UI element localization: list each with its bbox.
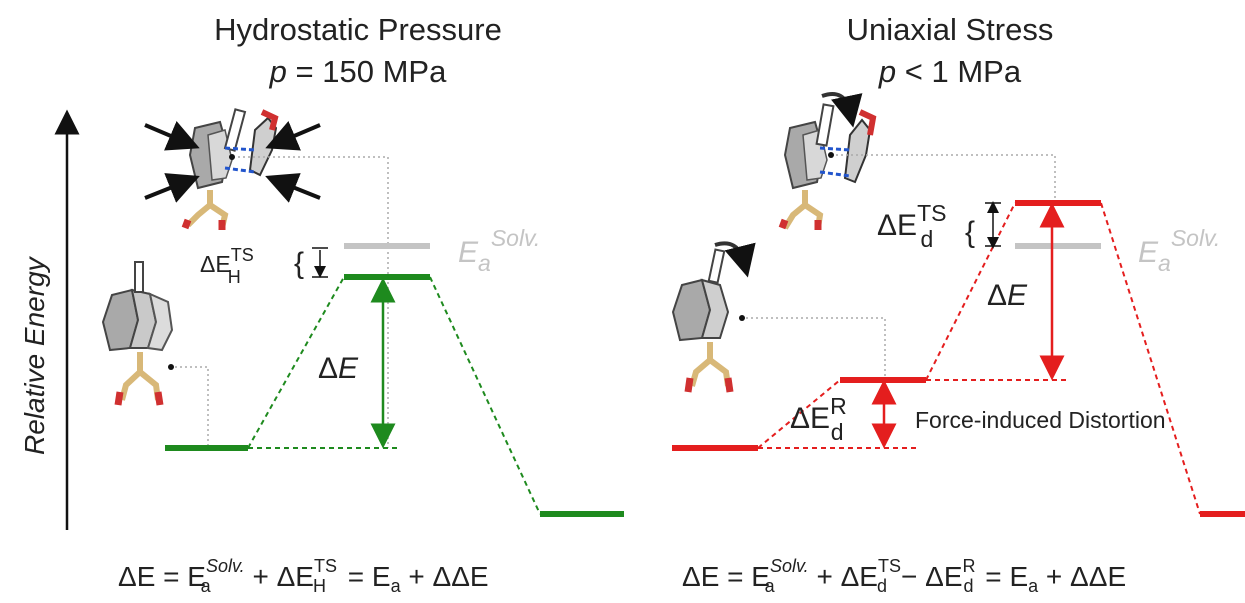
squeeze-arrow-br <box>265 173 321 203</box>
delta-e-label-left: ΔE <box>318 352 359 385</box>
right-pressure: p < 1 MPa <box>878 54 1022 89</box>
squeeze-arrow-tr <box>265 121 321 151</box>
path-down-left <box>429 276 541 515</box>
molecule-reactant-right-icon <box>671 241 756 393</box>
delta-e-d-ts-label: ΔETS d <box>877 200 946 252</box>
molecule-ts-left-icon <box>181 108 279 230</box>
delta-e-d-r-label: ΔER d <box>790 393 847 445</box>
brace-right: { <box>965 216 975 249</box>
ea-solv-right: EaSolv. <box>1138 225 1220 276</box>
molecule-ts-right-icon <box>778 92 877 230</box>
guide-ts-left <box>238 156 389 448</box>
left-title: Hydrostatic Pressure <box>214 12 502 47</box>
squeeze-arrow-tl <box>144 121 200 151</box>
molecule-reactant-left-icon <box>101 261 174 406</box>
distortion-label: Force-induced Distortion <box>915 407 1166 433</box>
right-title: Uniaxial Stress <box>847 12 1054 47</box>
equation-right: ΔE = ESolv. a + ΔETS d − ΔER d = Ea + ΔΔE <box>682 556 1126 596</box>
delta-ts-h-label: ΔETS H <box>200 245 254 287</box>
equation-left: ΔE = ESolv. a + ΔETS H = Ea + ΔΔE <box>118 556 489 596</box>
path-ts-product <box>1100 202 1201 515</box>
guide-reactant-right <box>746 317 886 380</box>
path-up-left <box>247 276 345 449</box>
guide-ts-right <box>836 154 1056 202</box>
y-axis-label: Relative Energy <box>19 255 50 455</box>
path-distorted-ts <box>925 202 1016 381</box>
left-pressure: p = 150 MPa <box>269 54 447 89</box>
squeeze-arrow-bl <box>144 173 200 203</box>
ea-solv-left: EaSolv. <box>458 225 540 276</box>
brace-left: { <box>294 247 304 280</box>
delta-e-label-right: ΔE <box>987 279 1028 312</box>
guide-reactant-left <box>175 366 209 448</box>
